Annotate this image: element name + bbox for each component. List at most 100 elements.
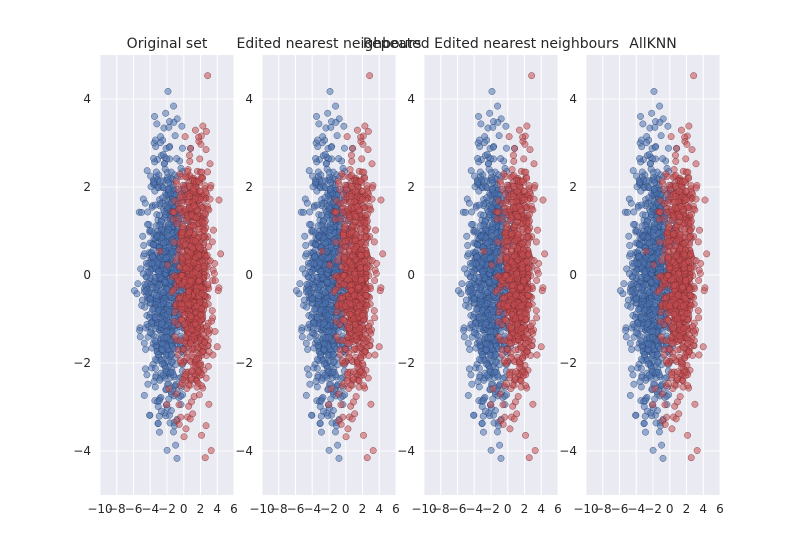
point-red [538,287,546,295]
point-blue [141,280,149,288]
point-blue [311,253,319,261]
point-red [334,390,342,398]
point-blue [313,336,321,344]
point-red [183,353,191,361]
point-red [371,351,379,359]
point-blue [476,325,484,333]
point-red [178,305,186,313]
point-blue [495,132,503,140]
point-blue [325,333,333,341]
point-blue [155,397,163,405]
point-red [210,270,218,277]
point-blue [486,109,494,117]
point-blue [324,109,332,117]
point-blue [156,428,163,436]
x-tick-label: 0 [180,502,188,516]
point-red [359,140,367,148]
point-blue [471,172,478,180]
point-blue [483,300,491,307]
point-blue [475,364,483,372]
point-red [357,264,365,272]
point-blue [159,300,167,307]
point-blue [164,88,172,95]
point-red [170,238,178,246]
point-blue [469,259,477,267]
point-blue [301,232,309,240]
point-blue [159,151,167,158]
point-blue [321,371,329,379]
point-blue [142,287,150,295]
point-red [356,368,364,376]
point-red [370,238,378,246]
point-red [337,420,345,428]
point-blue [152,168,160,176]
x-tick-label: 2 [359,502,367,516]
point-red [367,400,375,408]
point-blue [314,222,322,230]
point-red [326,261,334,269]
x-tick-label: −4 [303,502,321,516]
point-blue [322,160,330,168]
point-red [332,208,340,216]
point-red [494,208,502,216]
point-red [363,211,371,218]
point-blue [483,340,491,348]
point-blue [497,454,505,462]
point-red [194,368,202,376]
point-blue [327,395,335,403]
point-blue [491,368,499,376]
point-blue [154,419,162,427]
point-red [201,209,209,217]
point-blue [147,227,155,235]
point-red [532,307,540,315]
point-blue [159,340,167,348]
point-red [362,264,370,272]
point-blue [314,325,322,333]
point-red [359,360,366,367]
point-blue [304,346,312,353]
point-blue [321,194,329,202]
point-red [214,287,222,295]
point-blue [153,120,161,128]
point-blue [484,239,492,247]
point-red [354,126,361,134]
point-blue [130,287,138,295]
point-blue [317,397,325,405]
point-red [333,308,341,316]
point-blue [475,201,483,209]
point-red [172,257,179,264]
point-red [340,280,348,288]
point-blue [489,179,497,187]
point-blue [474,378,482,385]
point-blue [462,209,469,216]
point-red [534,226,541,234]
point-red [372,270,380,277]
point-red [318,247,326,255]
point-red [346,166,354,173]
point-blue [307,259,315,267]
point-red [355,383,363,391]
point-red [211,328,219,335]
y-tick-label: −2 [235,356,253,370]
point-red [363,226,370,234]
point-blue [143,371,151,379]
point-blue [333,132,341,140]
point-red [360,168,368,176]
point-red [508,166,516,173]
point-blue [150,155,157,162]
point-blue [316,419,324,427]
point-blue [138,209,145,216]
point-blue [463,270,471,278]
point-red [357,177,364,185]
y-tick-label: 4 [83,92,91,106]
point-blue [136,333,144,341]
point-blue [147,319,155,327]
point-red [200,262,208,270]
x-tick-label: −6 [125,502,143,516]
point-blue [321,289,329,296]
x-tick-label: −2 [158,502,176,516]
point-blue [468,221,475,228]
point-blue [151,336,159,344]
point-blue [335,454,343,462]
